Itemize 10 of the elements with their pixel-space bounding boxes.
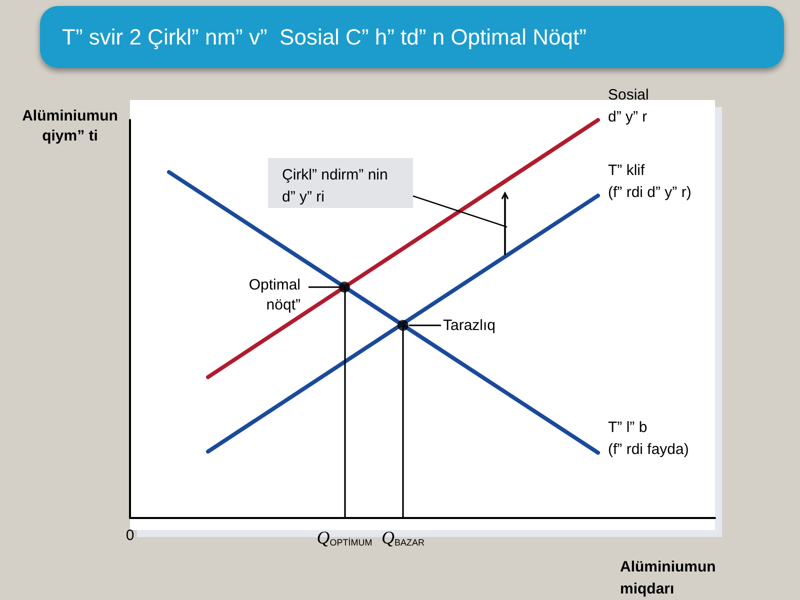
annotation: Tarazlıq: [443, 316, 496, 334]
series-label: T” l” b (f” rdi fayda): [608, 419, 689, 458]
annotation: Çirkl” ndirm” nin d” y” ri: [282, 166, 388, 206]
y-axis-title: Alüminiumun qiym” ti: [22, 108, 118, 144]
series-label: T” klif (f” rdi d” y” r): [608, 162, 692, 202]
annotation: Optimal nöqt”: [248, 276, 300, 314]
chart-title: T” svir 2 Çirkl” nm” v” Sosial C” h” td” n Optimal Nöqt”: [62, 24, 586, 50]
x-tick-label: 0: [126, 527, 134, 544]
series-label: Sosial d” y” r: [608, 86, 649, 126]
x-axis-title: Alüminiumun miqdarı: [620, 558, 716, 598]
